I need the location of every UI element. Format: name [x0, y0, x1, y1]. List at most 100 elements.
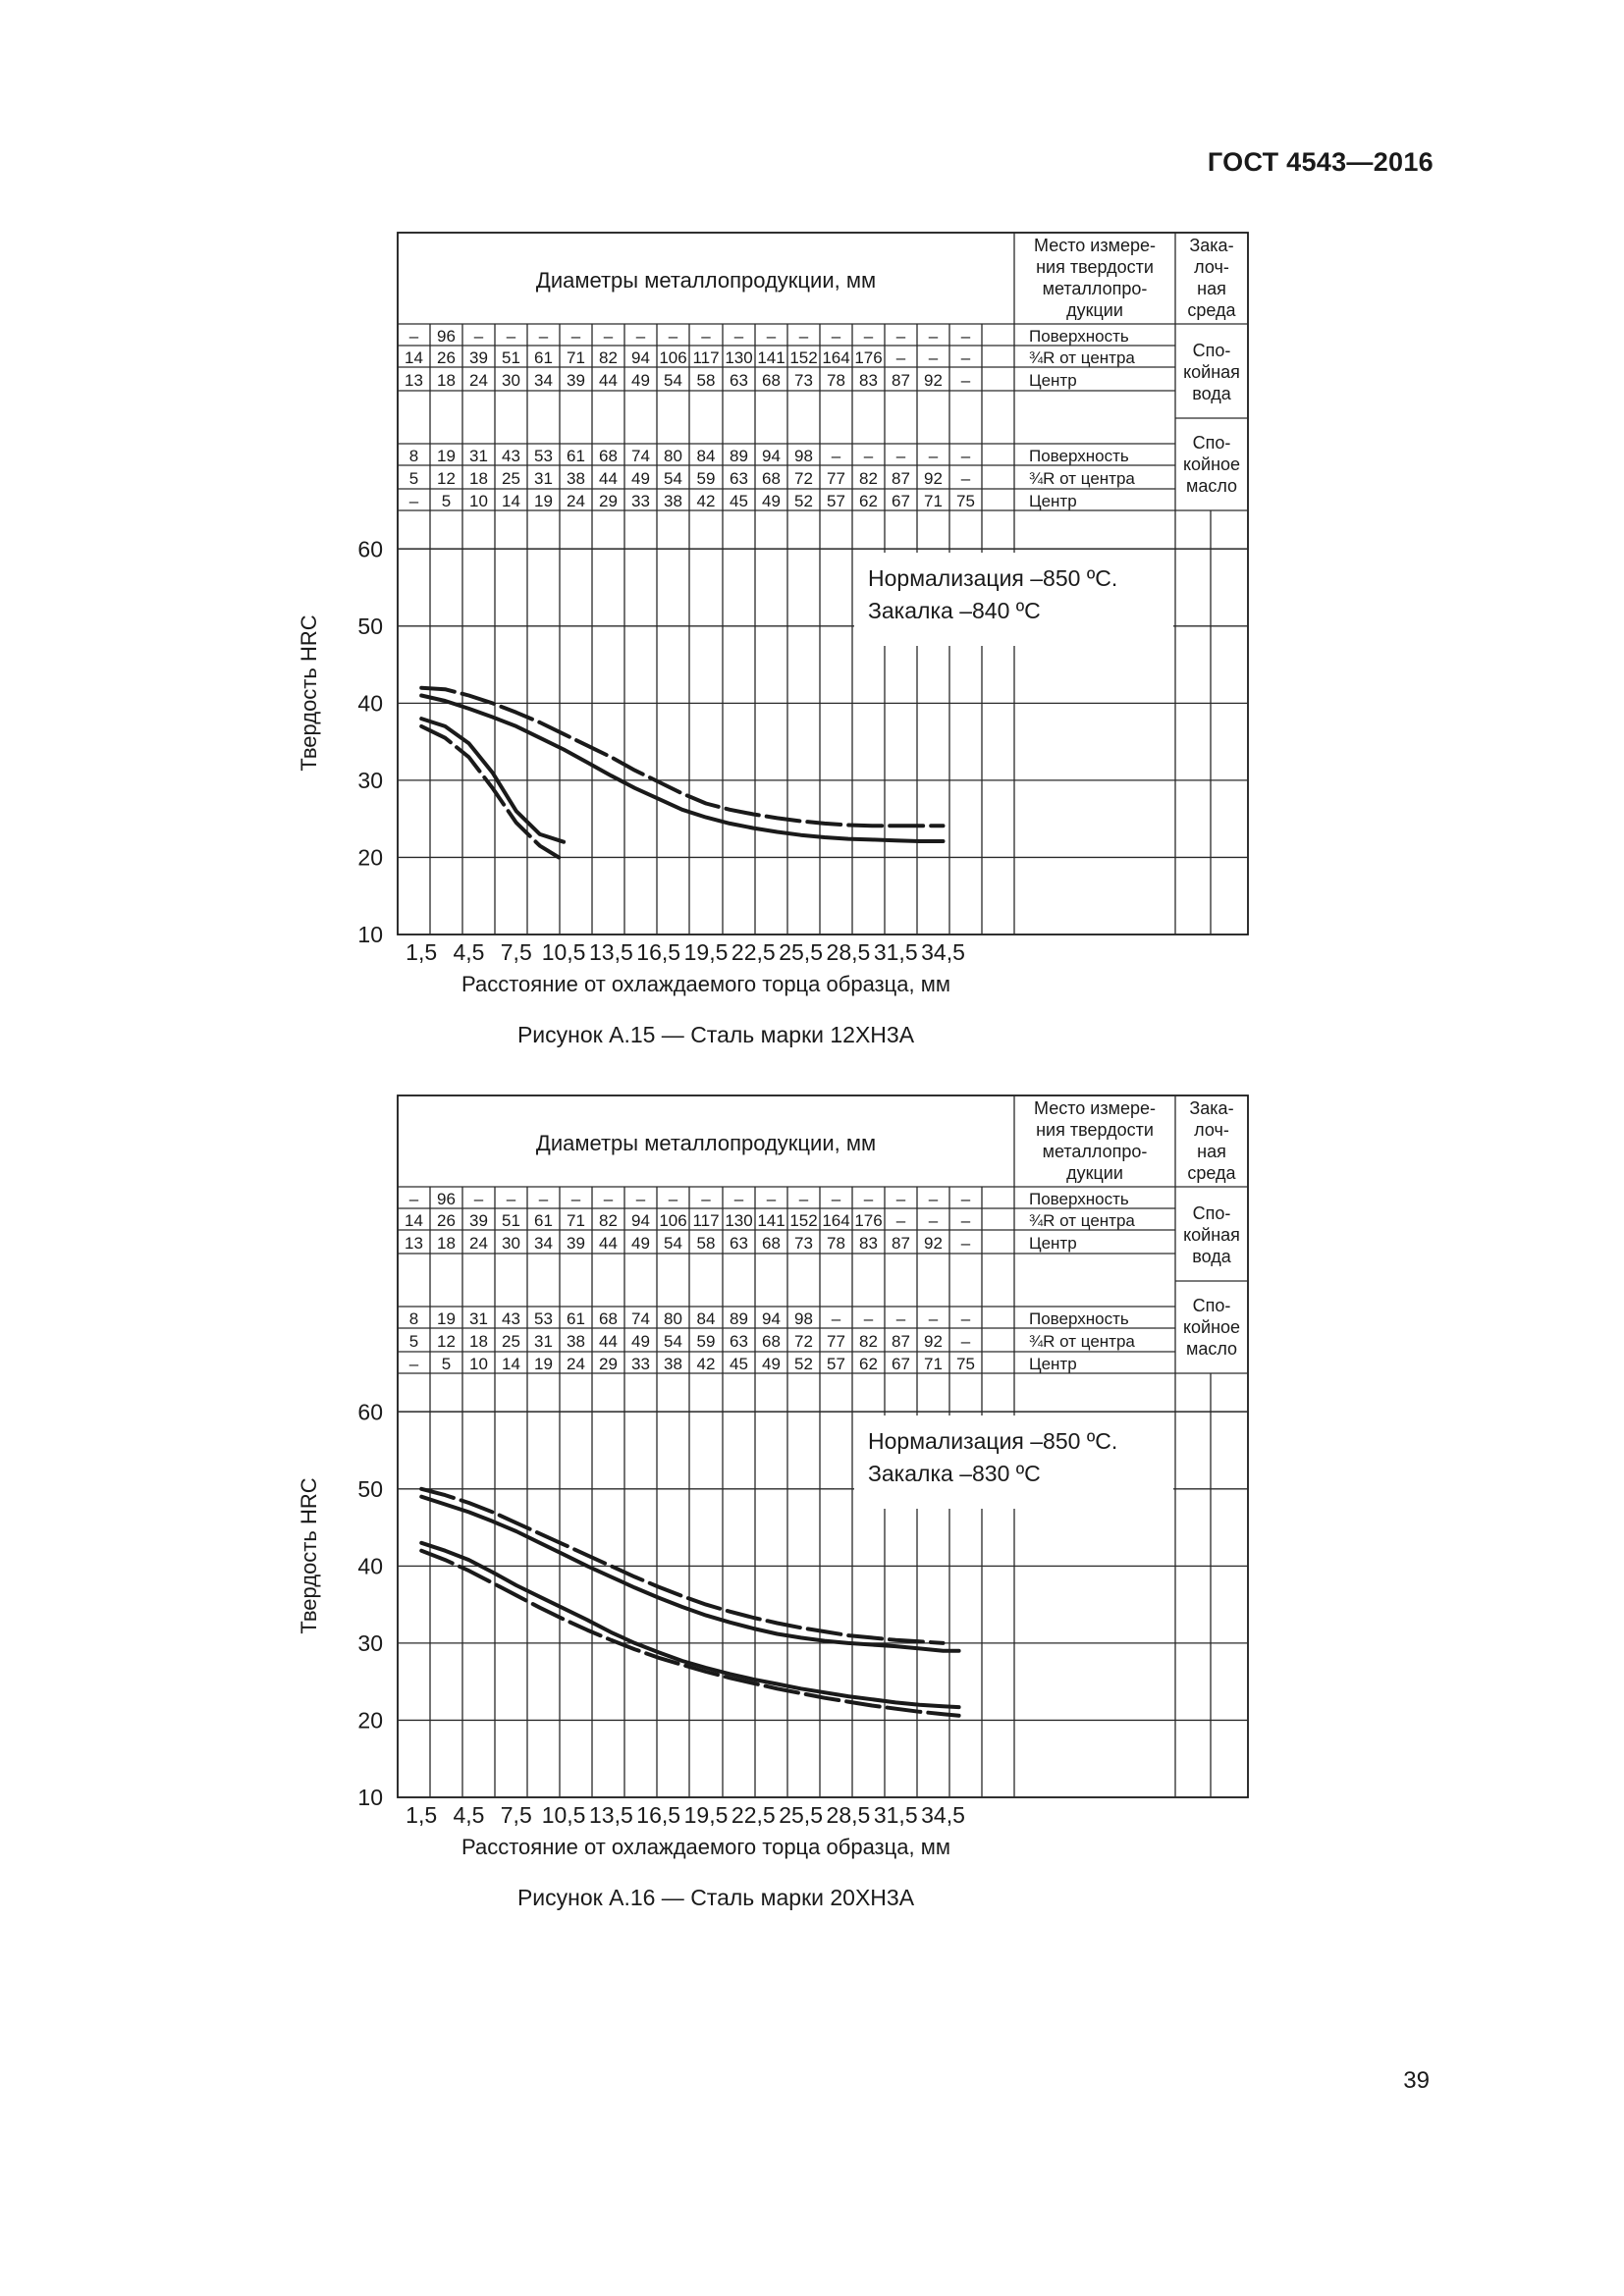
table-cell: – [409, 327, 419, 346]
table-cell: 29 [599, 1355, 618, 1373]
medium-header-line: Зака- [1189, 1098, 1233, 1118]
table-cell: 5 [409, 1332, 418, 1351]
oil-label-line: масло [1186, 1339, 1237, 1359]
water-label-line: койная [1183, 1225, 1240, 1245]
table-cell: 89 [730, 1309, 748, 1328]
oil-label-line: Спо- [1193, 1296, 1231, 1315]
table-cell: 5 [442, 492, 451, 510]
table-cell: 13 [405, 1234, 423, 1253]
table-cell: 92 [924, 1234, 943, 1253]
table-cell: 49 [631, 1332, 650, 1351]
table-cell: 98 [794, 447, 813, 465]
y-axis-label: Твердость HRC [297, 1477, 321, 1633]
table-cell: – [929, 1309, 939, 1328]
y-tick-label: 30 [357, 1630, 383, 1656]
table-cell: 43 [502, 447, 520, 465]
table-cell: 33 [631, 492, 650, 510]
table-place-cell: ¾R от центра [1029, 469, 1135, 488]
table-cell: 94 [762, 447, 781, 465]
table-cell: 94 [631, 348, 650, 367]
table-cell: 67 [892, 1355, 910, 1373]
table-cell: 58 [697, 371, 716, 390]
table-cell: 45 [730, 1355, 748, 1373]
table-cell: 59 [697, 1332, 716, 1351]
table-cell: 29 [599, 492, 618, 510]
table-cell: 44 [599, 1332, 618, 1351]
table-cell: 53 [534, 1309, 553, 1328]
table-cell: 30 [502, 1234, 520, 1253]
table-cell: – [929, 348, 939, 367]
table-cell: 19 [534, 1355, 553, 1373]
medium-header-line: среда [1187, 1163, 1236, 1183]
y-axis-label: Твердость HRC [297, 614, 321, 771]
table-cell: 38 [567, 1332, 585, 1351]
table-cell: – [864, 447, 874, 465]
water-label-line: койная [1183, 362, 1240, 382]
table-cell: 5 [442, 1355, 451, 1373]
table-cell: – [604, 1190, 614, 1208]
table-cell: 19 [437, 1309, 456, 1328]
table-cell: 77 [827, 469, 845, 488]
table-cell: 24 [469, 1234, 488, 1253]
table-cell: 24 [567, 492, 585, 510]
x-tick-label: 31,5 [874, 939, 918, 965]
table-cell: – [832, 447, 841, 465]
place-header-line: Место измере- [1034, 236, 1156, 255]
table-cell: 68 [599, 447, 618, 465]
table-cell: 92 [924, 469, 943, 488]
table-cell: 26 [437, 1211, 456, 1230]
table-cell: 84 [697, 447, 716, 465]
series-lower-min [419, 1548, 961, 1718]
table-cell: 92 [924, 1332, 943, 1351]
table-cell: – [864, 327, 874, 346]
x-tick-label: 25,5 [779, 1802, 823, 1828]
table-cell: – [767, 327, 777, 346]
table-cell: – [474, 1190, 484, 1208]
table-cell: – [799, 1190, 809, 1208]
table-cell: 164 [822, 348, 849, 367]
table-cell: 71 [924, 492, 943, 510]
table-cell: – [961, 1234, 971, 1253]
table-cell: 31 [469, 1309, 488, 1328]
table-cell: 51 [502, 348, 520, 367]
x-tick-label: 4,5 [453, 939, 484, 965]
table-cell: 5 [409, 469, 418, 488]
table-cell: – [636, 1190, 646, 1208]
table-cell: 12 [437, 469, 456, 488]
x-tick-label: 7,5 [501, 939, 532, 965]
table-cell: 45 [730, 492, 748, 510]
figure-a16: Диаметры металлопродукции, мм Место измер… [297, 1095, 1249, 1910]
table-cell: 164 [822, 1211, 849, 1230]
table-cell: – [896, 447, 906, 465]
place-header-line: дукции [1066, 1163, 1123, 1183]
table-cell: 71 [924, 1355, 943, 1373]
table-cell: – [929, 1190, 939, 1208]
x-tick-label: 16,5 [636, 1802, 680, 1828]
series-lower-max [419, 717, 567, 844]
table-cell: – [832, 1190, 841, 1208]
table-cell: 54 [664, 1332, 682, 1351]
table-cell: 13 [405, 371, 423, 390]
oil-label-line: койное [1183, 454, 1240, 474]
table-cell: – [701, 1190, 711, 1208]
table-cell: – [734, 1190, 744, 1208]
table-cell: – [961, 1211, 971, 1230]
table-cell: 25 [502, 1332, 520, 1351]
y-tick-label: 20 [357, 1707, 383, 1733]
table-cell: 8 [409, 1309, 418, 1328]
table-cell: – [864, 1309, 874, 1328]
table-cell: 106 [659, 1211, 686, 1230]
table-cell: 54 [664, 371, 682, 390]
water-label-line: Спо- [1193, 341, 1231, 360]
table-cell: 152 [789, 348, 817, 367]
table-cell: 49 [762, 492, 781, 510]
table-cell: 38 [664, 1355, 682, 1373]
y-tick-label: 50 [357, 614, 383, 639]
diam-header: Диаметры металлопродукции, мм [536, 268, 876, 293]
table-cell: – [604, 327, 614, 346]
table-cell: 49 [631, 371, 650, 390]
table-cell: 52 [794, 1355, 813, 1373]
table-cell: – [474, 327, 484, 346]
table-cell: 18 [469, 469, 488, 488]
table-cell: – [961, 447, 971, 465]
